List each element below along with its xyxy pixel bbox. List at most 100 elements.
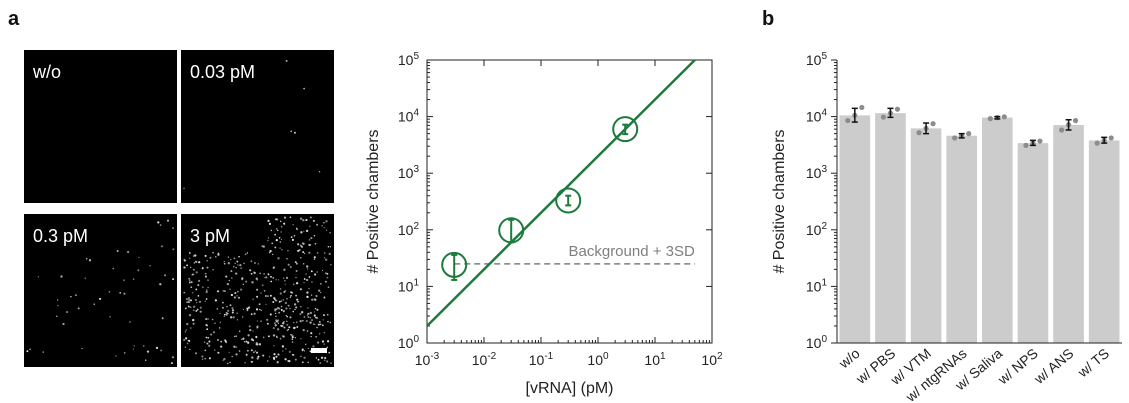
fluorescent-spot bbox=[278, 300, 281, 303]
fluorescent-spot bbox=[236, 260, 239, 263]
fluorescent-spot bbox=[318, 289, 321, 292]
fluorescent-spot bbox=[228, 279, 230, 282]
fluorescent-spot bbox=[302, 328, 305, 332]
fluorescent-spot bbox=[294, 261, 297, 264]
fluorescent-spot bbox=[291, 338, 294, 341]
fluorescent-spot bbox=[202, 286, 204, 289]
fluorescent-spot bbox=[227, 262, 230, 265]
fluorescent-spot bbox=[204, 358, 206, 360]
fluorescent-spot bbox=[269, 294, 272, 297]
fluorescent-spot bbox=[299, 288, 302, 291]
fluorescent-spot bbox=[222, 306, 224, 309]
fluorescent-spot bbox=[323, 359, 326, 362]
fluorescent-spot bbox=[310, 270, 313, 273]
fluorescent-spot bbox=[236, 295, 238, 297]
fluorescent-spot bbox=[326, 346, 329, 349]
fluorescent-spot bbox=[119, 292, 122, 294]
fluorescent-spot bbox=[205, 318, 208, 321]
fluorescent-spot bbox=[291, 353, 294, 356]
fluorescent-spot bbox=[242, 308, 245, 311]
fluorescent-spot bbox=[244, 361, 246, 364]
fluorescent-spot bbox=[283, 320, 285, 323]
fluorescent-spot bbox=[266, 318, 269, 321]
fluorescent-spot bbox=[300, 245, 304, 248]
fluorescent-spot bbox=[289, 316, 292, 319]
fluorescent-spot bbox=[291, 291, 293, 294]
fluorescent-spot bbox=[305, 229, 309, 233]
x-tick-label: 10-1 bbox=[529, 351, 554, 368]
fluorescent-spot bbox=[191, 292, 194, 294]
fluorescent-spot bbox=[290, 130, 292, 133]
fluorescent-spot bbox=[269, 313, 272, 316]
fluorescent-spot bbox=[192, 305, 196, 308]
fluorescent-spot bbox=[275, 319, 278, 322]
fluorescent-spot bbox=[278, 311, 281, 314]
bar bbox=[981, 117, 1013, 343]
fluorescent-spot bbox=[115, 355, 117, 357]
fluorescent-spot bbox=[249, 269, 252, 272]
fluorescent-spot bbox=[330, 264, 332, 266]
fluorescent-spot bbox=[189, 306, 192, 308]
y-tick-label: 101 bbox=[806, 277, 828, 294]
fluorescent-spot bbox=[206, 289, 208, 291]
fluorescent-spot bbox=[225, 313, 228, 316]
fluorescent-spot bbox=[219, 312, 221, 315]
fluorescent-spot bbox=[184, 346, 187, 348]
fluorescent-spot bbox=[318, 171, 321, 173]
fluorescent-spot bbox=[280, 300, 283, 302]
fluorescent-spot bbox=[272, 253, 274, 256]
fluorescent-spot bbox=[205, 336, 208, 339]
replicate-dot bbox=[880, 114, 887, 120]
fluorescent-spot bbox=[280, 238, 283, 241]
fluorescent-spot bbox=[197, 295, 200, 297]
fluorescent-spot bbox=[185, 298, 188, 301]
fluorescent-spot bbox=[189, 299, 192, 302]
background-threshold-label: Background + 3SD bbox=[569, 243, 695, 260]
fluorescent-spot bbox=[226, 305, 228, 308]
fluorescent-spot bbox=[220, 340, 223, 343]
fluorescent-spot bbox=[318, 333, 321, 335]
fluorescent-spot bbox=[326, 276, 329, 279]
fluorescent-spot bbox=[210, 333, 213, 336]
fluorescent-spot bbox=[329, 232, 331, 234]
fluorescent-spot bbox=[269, 249, 272, 253]
fluorescent-spot bbox=[193, 262, 196, 264]
fluorescent-spot bbox=[323, 314, 325, 317]
fluorescent-spot bbox=[255, 308, 259, 311]
fluorescent-spot bbox=[195, 309, 198, 312]
fluorescent-spot bbox=[195, 271, 198, 274]
fluorescent-spot bbox=[252, 298, 254, 300]
fluorescent-spot bbox=[288, 359, 291, 363]
bar bbox=[839, 115, 871, 343]
micrograph-0-3-pm: 0.3 pM bbox=[24, 214, 177, 367]
fluorescent-spot bbox=[281, 345, 285, 348]
fluorescent-spot bbox=[185, 329, 187, 331]
fluorescent-spot bbox=[302, 320, 304, 322]
x-axis-label: [vRNA] (pM) bbox=[526, 380, 614, 397]
fluorescent-spot bbox=[303, 230, 305, 232]
fluorescent-spot bbox=[320, 291, 322, 294]
fluorescent-spot bbox=[112, 267, 115, 270]
y-tick-label: 105 bbox=[806, 51, 828, 68]
fluorescent-spot bbox=[85, 257, 88, 260]
linear-fit-line bbox=[426, 59, 696, 327]
fluorescent-spot bbox=[211, 318, 214, 321]
fluorescent-spot bbox=[186, 264, 189, 267]
fluorescent-spot bbox=[297, 249, 300, 252]
fluorescent-spot bbox=[267, 360, 269, 362]
fluorescent-spot bbox=[322, 319, 325, 321]
fluorescent-spot bbox=[240, 338, 243, 341]
fluorescent-spot bbox=[287, 250, 289, 252]
fluorescent-spot bbox=[189, 266, 192, 269]
fluorescent-spot bbox=[287, 304, 290, 307]
fluorescent-spot bbox=[241, 316, 244, 318]
fluorescent-spot bbox=[258, 303, 261, 306]
fluorescent-spot bbox=[212, 251, 214, 254]
fluorescent-spot bbox=[201, 267, 204, 270]
fluorescent-spot bbox=[292, 224, 294, 226]
fluorescent-spot bbox=[323, 343, 325, 345]
fluorescent-spot bbox=[293, 235, 296, 237]
category-label: w/o bbox=[835, 345, 863, 372]
fluorescent-spot bbox=[199, 300, 202, 303]
fluorescent-spot bbox=[188, 306, 190, 308]
